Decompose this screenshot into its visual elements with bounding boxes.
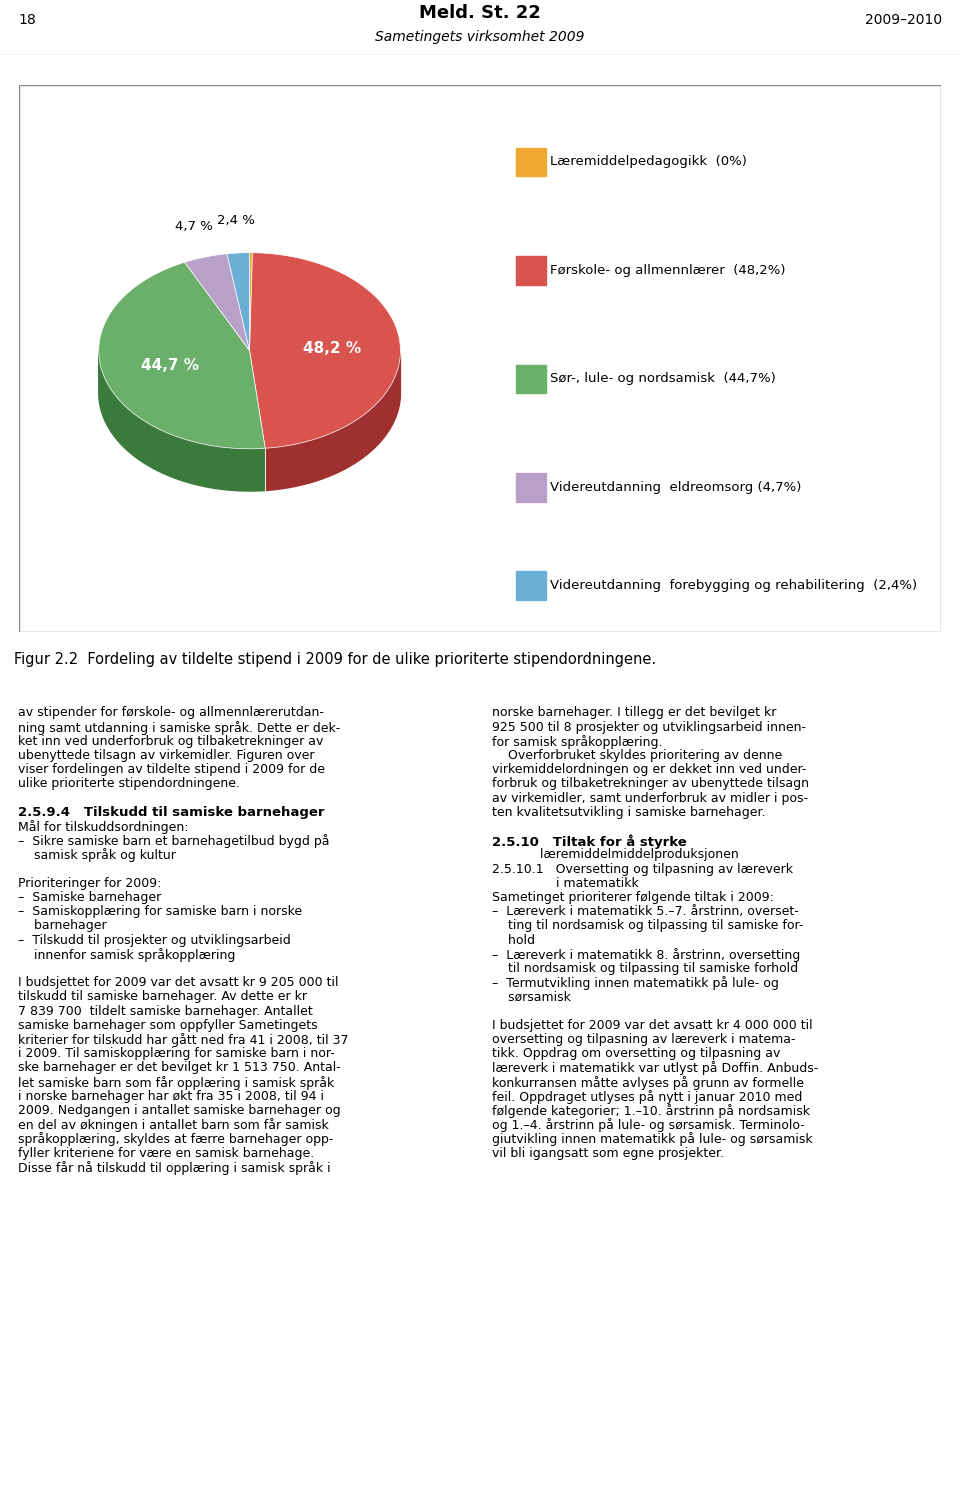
Text: –  Tilskudd til prosjekter og utviklingsarbeid: – Tilskudd til prosjekter og utviklingsa… xyxy=(18,933,291,947)
Text: Sametinget prioriterer følgende tiltak i 2009:: Sametinget prioriterer følgende tiltak i… xyxy=(492,892,774,903)
Text: Videreutdanning  forebygging og rehabilitering  (2,4%): Videreutdanning forebygging og rehabilit… xyxy=(549,580,917,593)
Text: –  Samiske barnehager: – Samiske barnehager xyxy=(18,892,161,903)
Text: i 2009. Til samiskopplæring for samiske barn i nor-: i 2009. Til samiskopplæring for samiske … xyxy=(18,1048,335,1060)
Text: i norske barnehager har økt fra 35 i 2008, til 94 i: i norske barnehager har økt fra 35 i 200… xyxy=(18,1089,324,1103)
Text: samiske barnehager som oppfyller Sametingets: samiske barnehager som oppfyller Sametin… xyxy=(18,1019,318,1031)
Text: –  Læreverk i matematikk 8. årstrinn, oversetting: – Læreverk i matematikk 8. årstrinn, ove… xyxy=(492,948,801,961)
Text: giutvikling innen matematikk på lule- og sørsamisk: giutvikling innen matematikk på lule- og… xyxy=(492,1132,812,1146)
Text: en del av økningen i antallet barn som får samisk: en del av økningen i antallet barn som f… xyxy=(18,1119,328,1132)
Text: 2.5.10.1   Oversetting og tilpasning av læreverk: 2.5.10.1 Oversetting og tilpasning av læ… xyxy=(492,862,793,875)
Text: av virkemidler, samt underforbruk av midler i pos-: av virkemidler, samt underforbruk av mid… xyxy=(492,792,808,804)
Text: –  Samiskopplæring for samiske barn i norske: – Samiskopplæring for samiske barn i nor… xyxy=(18,905,302,918)
Text: ubenyttede tilsagn av virkemidler. Figuren over: ubenyttede tilsagn av virkemidler. Figur… xyxy=(18,749,315,762)
Polygon shape xyxy=(250,253,400,449)
Polygon shape xyxy=(184,254,250,351)
Bar xyxy=(516,256,545,285)
Text: 2,4 %: 2,4 % xyxy=(217,214,254,227)
Text: ulike prioriterte stipendordningene.: ulike prioriterte stipendordningene. xyxy=(18,777,240,791)
Text: 2009–2010: 2009–2010 xyxy=(865,13,942,27)
Text: 2009. Nedgangen i antallet samiske barnehager og: 2009. Nedgangen i antallet samiske barne… xyxy=(18,1104,341,1117)
Text: ting til nordsamisk og tilpassing til samiske for-: ting til nordsamisk og tilpassing til sa… xyxy=(492,920,804,932)
Text: hold: hold xyxy=(492,933,535,947)
Text: –  Termutvikling innen matematikk på lule- og: – Termutvikling innen matematikk på lule… xyxy=(492,976,779,990)
Text: virkemiddelordningen og er dekket inn ved under-: virkemiddelordningen og er dekket inn ve… xyxy=(492,764,806,776)
Text: konkurransen måtte avlyses på grunn av formelle: konkurransen måtte avlyses på grunn av f… xyxy=(492,1076,804,1089)
Text: 2.5.10   Tiltak for å styrke: 2.5.10 Tiltak for å styrke xyxy=(492,834,686,849)
Text: Overforbruket skyldes prioritering av denne: Overforbruket skyldes prioritering av de… xyxy=(492,749,782,762)
Text: Sør-, lule- og nordsamisk  (44,7%): Sør-, lule- og nordsamisk (44,7%) xyxy=(549,373,776,385)
Text: Mål for tilskuddsordningen:: Mål for tilskuddsordningen: xyxy=(18,820,188,834)
Text: ket inn ved underforbruk og tilbaketrekninger av: ket inn ved underforbruk og tilbaketrekn… xyxy=(18,734,324,747)
Polygon shape xyxy=(99,262,265,449)
Bar xyxy=(516,473,545,502)
Text: læremiddelmiddelproduksjonen: læremiddelmiddelproduksjonen xyxy=(492,849,739,862)
Text: 44,7 %: 44,7 % xyxy=(141,358,199,373)
Text: norske barnehager. I tillegg er det bevilget kr: norske barnehager. I tillegg er det bevi… xyxy=(492,706,777,719)
Text: fyller kriteriene for være en samisk barnehage.: fyller kriteriene for være en samisk bar… xyxy=(18,1147,314,1159)
Text: 18: 18 xyxy=(18,13,36,27)
Text: samisk språk og kultur: samisk språk og kultur xyxy=(18,849,176,862)
Text: for samisk språkopplæring.: for samisk språkopplæring. xyxy=(492,734,662,749)
Text: 7 839 700  tildelt samiske barnehager. Antallet: 7 839 700 tildelt samiske barnehager. An… xyxy=(18,1005,313,1018)
Text: –  Sikre samiske barn et barnehagetilbud bygd på: – Sikre samiske barn et barnehagetilbud … xyxy=(18,834,329,849)
Text: viser fordelingen av tildelte stipend i 2009 for de: viser fordelingen av tildelte stipend i … xyxy=(18,764,325,776)
Text: i matematikk: i matematikk xyxy=(492,877,638,890)
Text: I budsjettet for 2009 var det avsatt kr 9 205 000 til: I budsjettet for 2009 var det avsatt kr … xyxy=(18,976,339,990)
Text: let samiske barn som får opplæring i samisk språk: let samiske barn som får opplæring i sam… xyxy=(18,1076,334,1089)
Bar xyxy=(516,364,545,394)
Text: ske barnehager er det bevilget kr 1 513 750. Antal-: ske barnehager er det bevilget kr 1 513 … xyxy=(18,1061,341,1074)
Text: følgende kategorier; 1.–10. årstrinn på nordsamisk: følgende kategorier; 1.–10. årstrinn på … xyxy=(492,1104,810,1117)
Text: Prioriteringer for 2009:: Prioriteringer for 2009: xyxy=(18,877,161,890)
Text: Sametingets virksomhet 2009: Sametingets virksomhet 2009 xyxy=(375,30,585,45)
Text: språkopplæring, skyldes at færre barnehager opp-: språkopplæring, skyldes at færre barneha… xyxy=(18,1132,333,1146)
Text: vil bli igangsatt som egne prosjekter.: vil bli igangsatt som egne prosjekter. xyxy=(492,1147,724,1159)
Text: Figur 2.2  Fordeling av tildelte stipend i 2009 for de ulike prioriterte stipend: Figur 2.2 Fordeling av tildelte stipend … xyxy=(14,652,657,667)
Text: 925 500 til 8 prosjekter og utviklingsarbeid innen-: 925 500 til 8 prosjekter og utviklingsar… xyxy=(492,721,806,734)
Text: Disse får nå tilskudd til opplæring i samisk språk i: Disse får nå tilskudd til opplæring i sa… xyxy=(18,1161,330,1175)
Text: ning samt utdanning i samiske språk. Dette er dek-: ning samt utdanning i samiske språk. Det… xyxy=(18,721,340,734)
Text: til nordsamisk og tilpassing til samiske forhold: til nordsamisk og tilpassing til samiske… xyxy=(492,961,798,975)
Text: Førskole- og allmennlærer  (48,2%): Førskole- og allmennlærer (48,2%) xyxy=(549,265,785,276)
Polygon shape xyxy=(227,253,250,351)
Bar xyxy=(516,147,545,177)
Text: I budsjettet for 2009 var det avsatt kr 4 000 000 til: I budsjettet for 2009 var det avsatt kr … xyxy=(492,1019,812,1031)
Text: tikk. Oppdrag om oversetting og tilpasning av: tikk. Oppdrag om oversetting og tilpasni… xyxy=(492,1048,780,1060)
Polygon shape xyxy=(99,351,265,490)
Text: Meld. St. 22: Meld. St. 22 xyxy=(420,4,540,22)
Text: læreverk i matematikk var utlyst på Doffin. Anbuds-: læreverk i matematikk var utlyst på Doff… xyxy=(492,1061,818,1076)
Text: 48,2 %: 48,2 % xyxy=(303,340,362,357)
Text: tilskudd til samiske barnehager. Av dette er kr: tilskudd til samiske barnehager. Av dett… xyxy=(18,991,307,1003)
Text: 4,7 %: 4,7 % xyxy=(176,220,213,232)
Text: feil. Oppdraget utlyses på nytt i januar 2010 med: feil. Oppdraget utlyses på nytt i januar… xyxy=(492,1089,803,1104)
Text: forbruk og tilbaketrekninger av ubenyttede tilsagn: forbruk og tilbaketrekninger av ubenytte… xyxy=(492,777,809,791)
Text: sørsamisk: sørsamisk xyxy=(492,991,571,1003)
Text: av stipender for førskole- og allmennlærerutdan-: av stipender for førskole- og allmennlær… xyxy=(18,706,324,719)
Polygon shape xyxy=(250,253,252,351)
Text: Videreutdanning  eldreomsorg (4,7%): Videreutdanning eldreomsorg (4,7%) xyxy=(549,481,801,493)
Text: –  Læreverk i matematikk 5.–7. årstrinn, overset-: – Læreverk i matematikk 5.–7. årstrinn, … xyxy=(492,905,799,918)
Text: kriterier for tilskudd har gått ned fra 41 i 2008, til 37: kriterier for tilskudd har gått ned fra … xyxy=(18,1033,348,1048)
Text: innenfor samisk språkopplæring: innenfor samisk språkopplæring xyxy=(18,948,235,961)
Text: barnehager: barnehager xyxy=(18,920,107,932)
Text: oversetting og tilpasning av læreverk i matema-: oversetting og tilpasning av læreverk i … xyxy=(492,1033,796,1046)
Text: Læremiddelpedagogikk  (0%): Læremiddelpedagogikk (0%) xyxy=(549,156,747,168)
Text: 2.5.9.4   Tilskudd til samiske barnehager: 2.5.9.4 Tilskudd til samiske barnehager xyxy=(18,805,324,819)
Polygon shape xyxy=(265,352,400,490)
Text: ten kvalitetsutvikling i samiske barnehager.: ten kvalitetsutvikling i samiske barneha… xyxy=(492,805,765,819)
Text: og 1.–4. årstrinn på lule- og sørsamisk. Terminolo-: og 1.–4. årstrinn på lule- og sørsamisk.… xyxy=(492,1119,804,1132)
Bar xyxy=(516,572,545,600)
